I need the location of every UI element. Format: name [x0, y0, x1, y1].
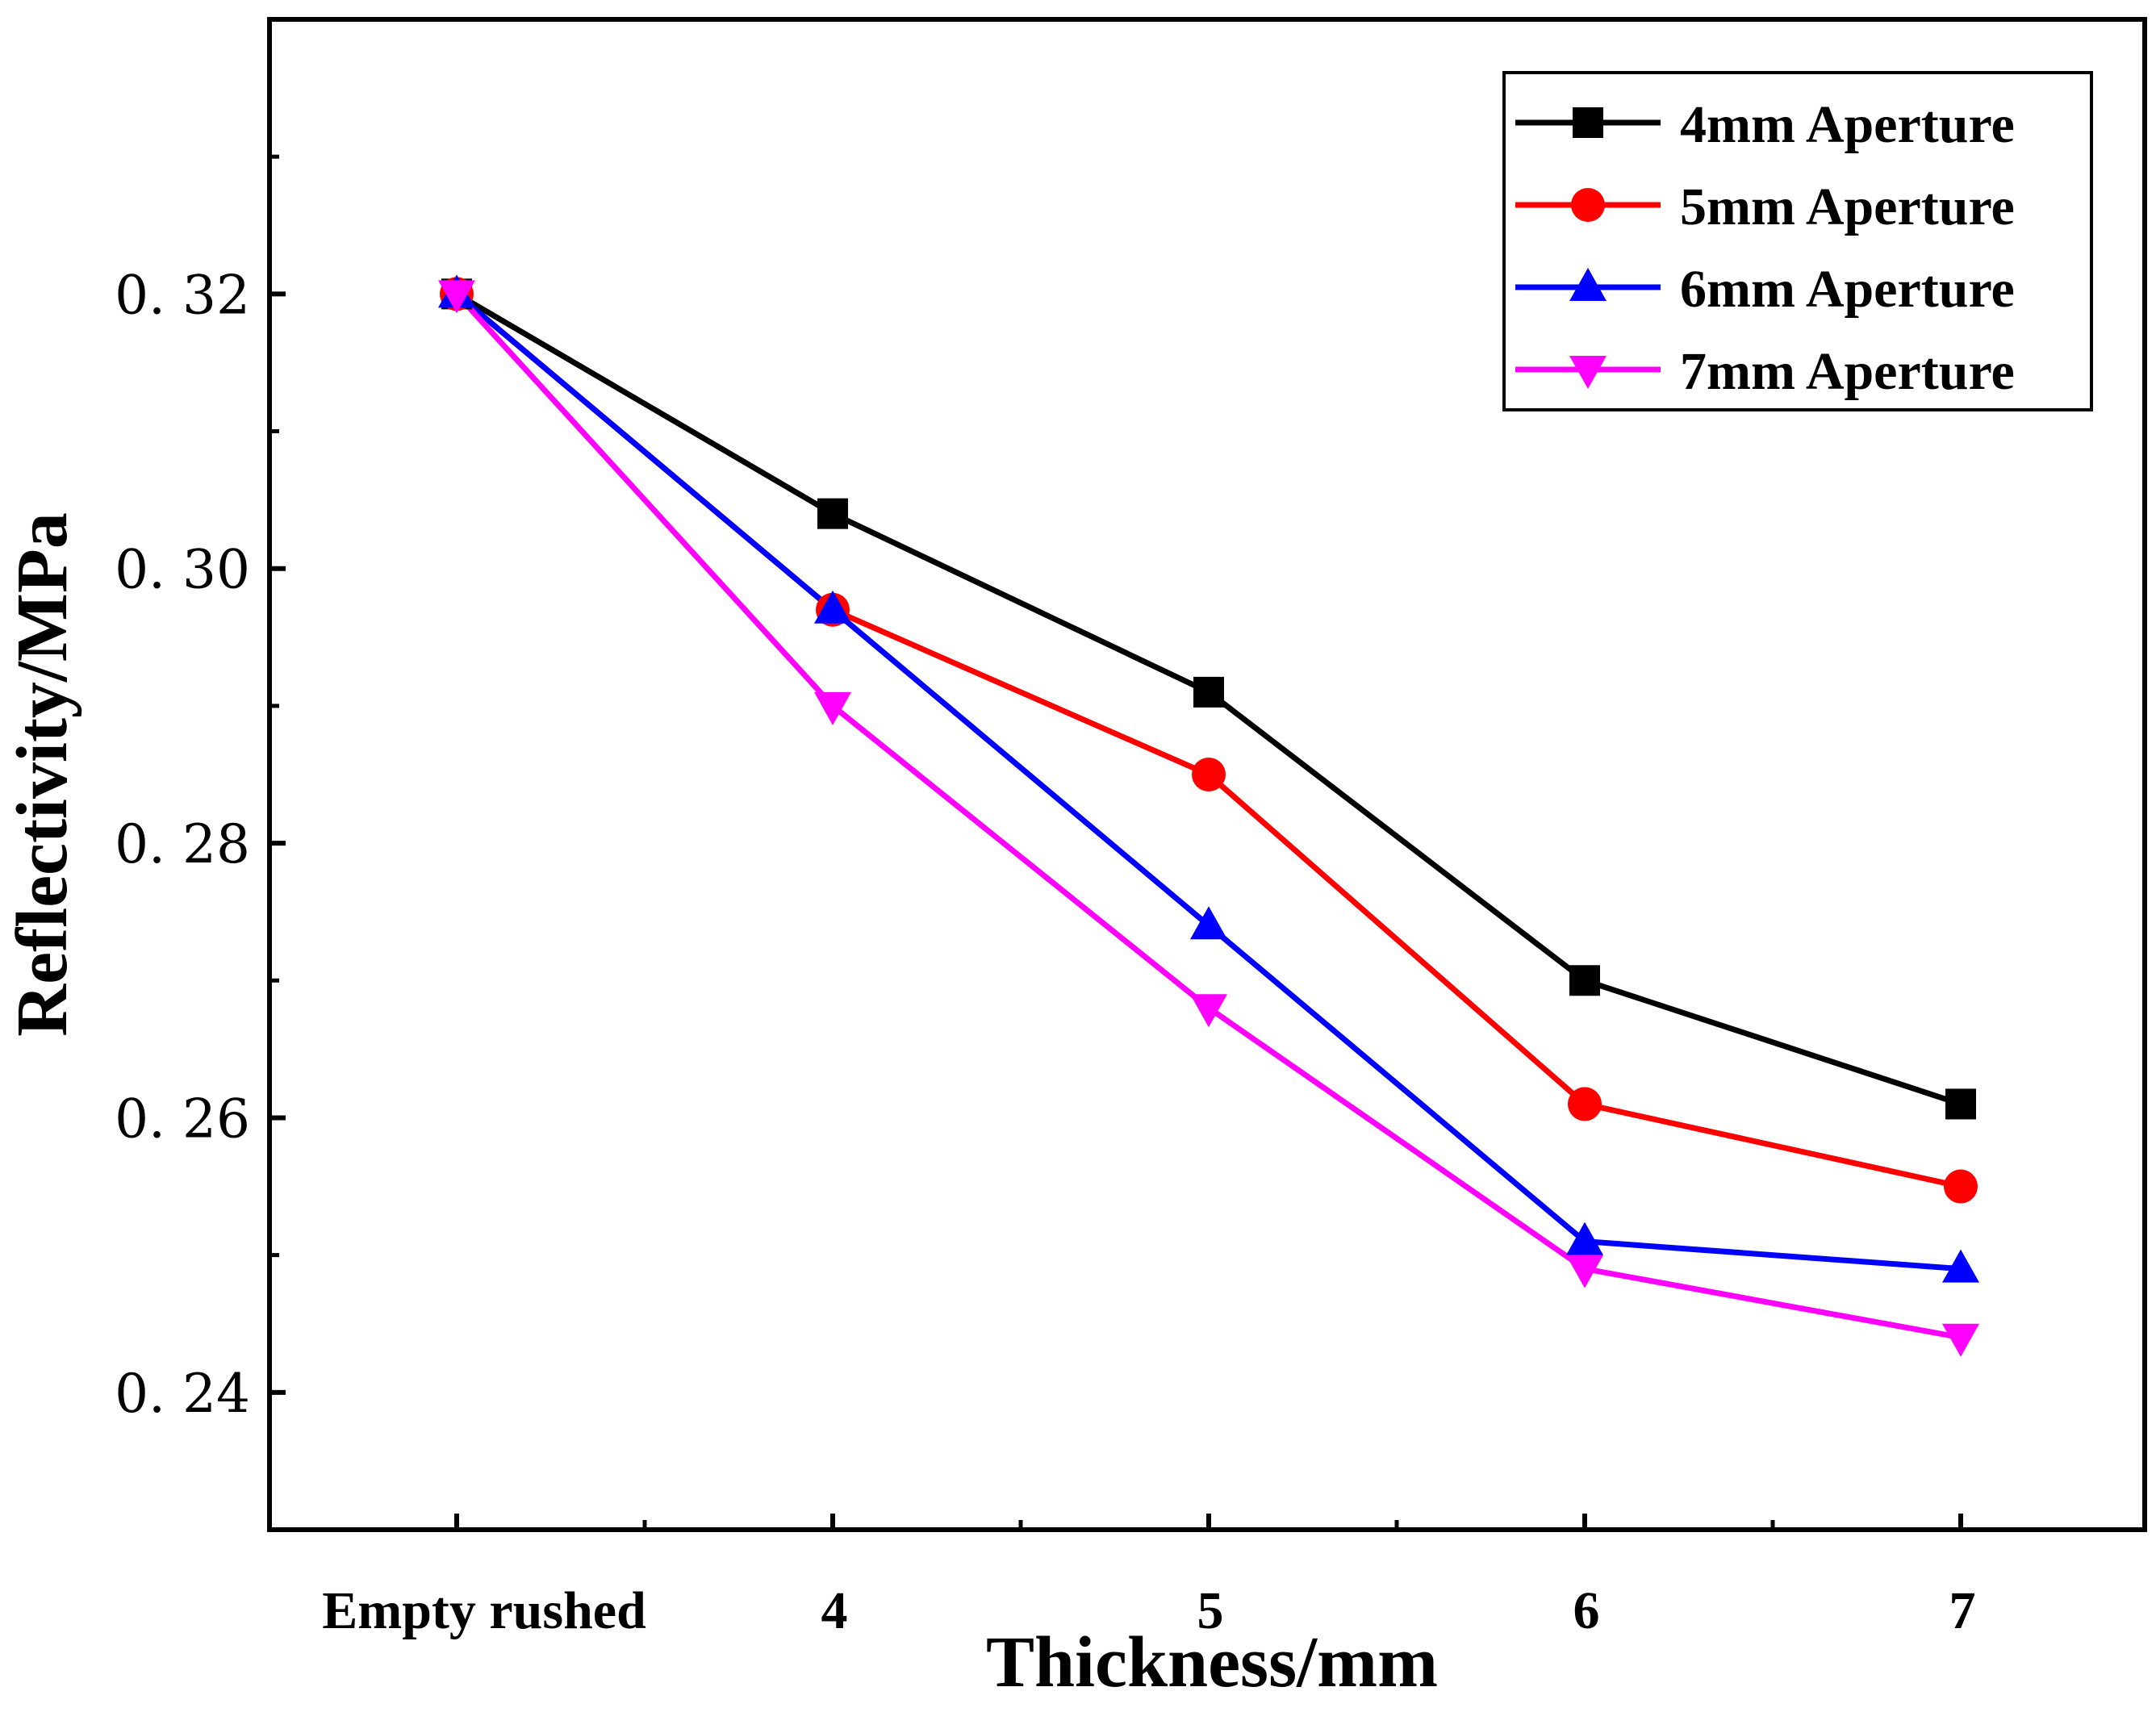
- legend-item: 4mm Aperture: [1515, 95, 2015, 154]
- data-point: [438, 280, 475, 314]
- data-point: [1944, 1169, 1978, 1204]
- y-tick-label: 0. 32: [115, 264, 250, 326]
- legend-item: 5mm Aperture: [1515, 177, 2015, 236]
- data-point: [1566, 1221, 1603, 1255]
- x-tick-label: 6: [1573, 1581, 1600, 1640]
- data-point: [1942, 1249, 1979, 1283]
- x-axis-title: Thickness/mm: [986, 1622, 1438, 1702]
- legend-item: 6mm Aperture: [1515, 260, 2015, 319]
- x-tick-label: Empty rushed: [322, 1581, 646, 1640]
- data-point: [814, 691, 851, 725]
- legend-label: 4mm Aperture: [1680, 95, 2015, 154]
- y-tick-label: 0. 26: [115, 1088, 250, 1150]
- y-tick-label: 0. 24: [115, 1363, 250, 1425]
- legend-marker: [1569, 268, 1607, 301]
- legend-marker: [1571, 188, 1605, 222]
- data-point: [1568, 1087, 1602, 1121]
- legend-item: 7mm Aperture: [1515, 342, 2015, 401]
- data-point: [1190, 906, 1227, 940]
- data-point: [1193, 676, 1224, 708]
- series-layer: [438, 274, 1979, 1357]
- x-tick-label: 4: [821, 1581, 848, 1640]
- x-tick-label: 5: [1197, 1581, 1224, 1640]
- series-4: [454, 292, 1962, 1341]
- data-point: [1942, 1323, 1979, 1357]
- series-3-markers: [438, 274, 1979, 1283]
- y-axis: 0. 24 0. 26 0. 28 0. 30 0. 32: [115, 154, 286, 1425]
- y-axis-title: Reflectivity/MPa: [2, 512, 82, 1037]
- x-tick-label: 7: [1949, 1581, 1976, 1640]
- legend-label: 6mm Aperture: [1680, 260, 2015, 319]
- data-point: [1566, 1255, 1603, 1288]
- data-point: [814, 590, 851, 624]
- data-point: [1569, 965, 1600, 996]
- y-tick-label: 0. 28: [115, 813, 250, 875]
- data-point: [817, 498, 848, 529]
- data-point: [1192, 758, 1226, 791]
- series-line: [454, 292, 1962, 1341]
- x-axis: Empty rushed 4 5 6 7: [322, 1514, 1976, 1640]
- data-point: [1190, 994, 1227, 1028]
- data-point: [1945, 1088, 1976, 1120]
- legend: 4mm Aperture 5mm Aperture 6mm Aperture 7mm …: [1502, 71, 2093, 411]
- series-4-markers: [438, 280, 1979, 1357]
- y-tick-label: 0. 30: [115, 539, 250, 601]
- legend-label: 5mm Aperture: [1680, 177, 2015, 236]
- legend-marker: [1569, 356, 1607, 389]
- legend-marker: [1573, 107, 1603, 138]
- legend-label: 7mm Aperture: [1680, 342, 2015, 401]
